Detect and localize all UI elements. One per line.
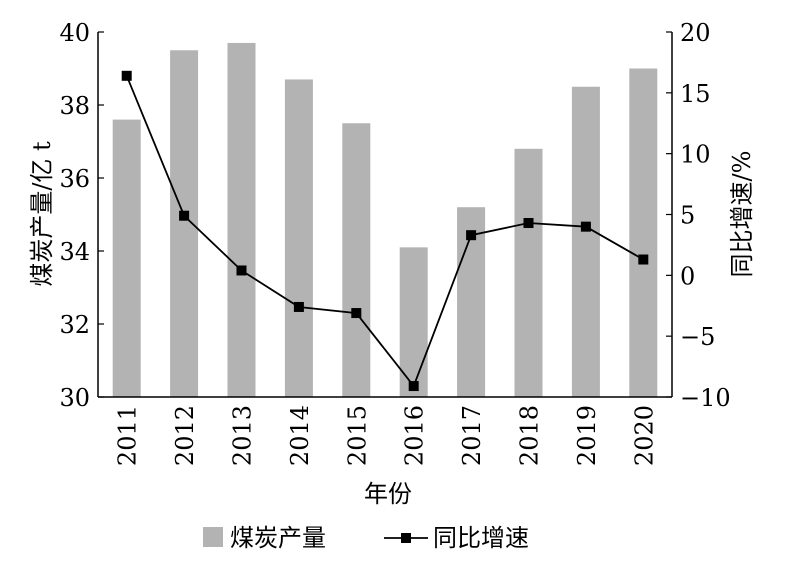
y-tick-label-right: −10 [680, 384, 731, 412]
growth-point-2019 [580, 221, 591, 232]
x-axis-title: 年份 [364, 480, 412, 508]
legend-line-marker [401, 533, 411, 543]
x-tick-label: 2014 [286, 405, 314, 466]
legend-line-label: 同比增速 [433, 524, 529, 552]
growth-point-2012 [179, 210, 190, 221]
x-tick-label: 2015 [343, 405, 371, 466]
bar-2013 [227, 42, 256, 397]
y-tick-label-left: 36 [59, 165, 90, 193]
bar-2014 [284, 79, 313, 397]
legend-bar-swatch [203, 527, 223, 547]
x-tick-label: 2020 [630, 405, 658, 466]
growth-point-2015 [351, 308, 362, 319]
growth-point-2014 [293, 301, 304, 312]
growth-line [125, 75, 644, 388]
x-tick-label: 2011 [114, 405, 142, 466]
growth-point-2017 [466, 230, 477, 241]
x-tick-label: 2012 [171, 405, 199, 466]
growth-point-2020 [638, 254, 649, 265]
legend: 煤炭产量 同比增速 [203, 524, 529, 552]
x-tick-label: 2019 [573, 405, 601, 466]
legend-bar-label: 煤炭产量 [230, 524, 326, 552]
x-tick-label: 2017 [458, 405, 486, 466]
bar-2016 [399, 247, 428, 397]
tick-labels: 30 32 34 36 38 40 −10 −5 0 5 10 15 20 2011 2012 2013 201… [59, 19, 730, 466]
y-tick-label-left: 38 [59, 92, 90, 120]
growth-point-2016 [408, 381, 419, 392]
bar-series [112, 42, 658, 397]
y-tick-label-right: 5 [680, 202, 695, 230]
bar-2012 [170, 50, 199, 397]
line-series [121, 70, 649, 392]
bar-2020 [629, 68, 658, 397]
y-tick-label-right: 10 [680, 141, 711, 169]
y-tick-label-left: 34 [59, 238, 90, 266]
y-tick-label-right: 20 [680, 19, 711, 47]
x-tick-label: 2013 [229, 405, 257, 466]
growth-point-2018 [523, 218, 534, 229]
y-tick-label-right: 0 [680, 262, 695, 290]
x-tick-label: 2016 [401, 405, 429, 466]
x-tick-label: 2018 [516, 405, 544, 466]
y-tick-label-left: 30 [59, 384, 90, 412]
axes [97, 31, 673, 398]
y-tick-label-left: 40 [59, 19, 90, 47]
growth-point-2013 [236, 265, 247, 276]
y-tick-label-left: 32 [59, 311, 90, 339]
y-axis-title-left: 煤炭产量/亿 t [28, 141, 56, 287]
bar-2011 [112, 119, 141, 397]
y-tick-label-right: 15 [680, 80, 711, 108]
bar-2018 [514, 148, 543, 397]
bar-2015 [342, 123, 371, 397]
y-tick-label-right: −5 [680, 323, 715, 351]
bar-2019 [571, 86, 600, 397]
growth-point-2011 [121, 70, 132, 81]
y-axis-title-right: 同比增速/% [728, 151, 756, 278]
